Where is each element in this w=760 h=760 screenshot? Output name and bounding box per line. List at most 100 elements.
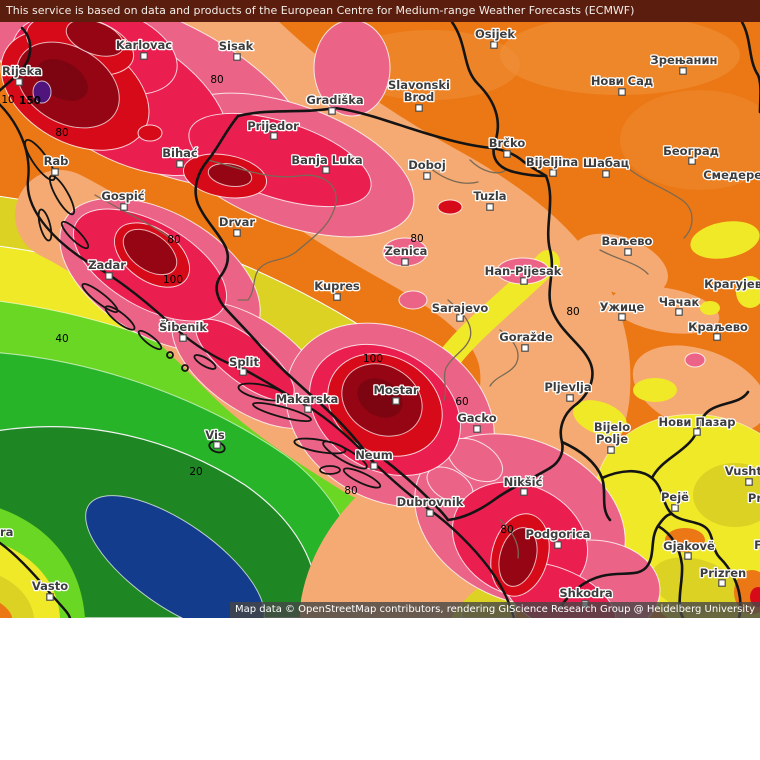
city-label: Zadar [88, 258, 126, 272]
city-marker [233, 229, 241, 237]
precipitation-map-canvas[interactable]: 80 80 10 150 80 100 40 100 80 80 60 20 80 80 Karlovac… [0, 0, 760, 618]
contour-label: 80 [55, 127, 68, 139]
city-label: Prijedor [247, 119, 299, 133]
precip-field [0, 0, 760, 618]
city-marker [520, 488, 528, 496]
city-marker [233, 53, 241, 61]
city-label: Београд [663, 144, 719, 158]
city-label: Banja Luka [291, 153, 362, 167]
city-marker [179, 334, 187, 342]
city-marker [15, 78, 23, 86]
city-label: Vasto [32, 579, 68, 593]
legend-panel: Total precipitation, Ens. average (mm) F… [0, 618, 760, 760]
city-label: Makarska [276, 392, 339, 406]
city-label: Polje [596, 432, 628, 446]
city-label: Gjakovë [663, 539, 715, 553]
city-label: Краљево [688, 320, 748, 334]
city-label: Prizren [700, 566, 746, 580]
city-marker [549, 169, 557, 177]
city-label: Шабац [583, 156, 630, 170]
city-marker [423, 172, 431, 180]
city-marker [566, 394, 574, 402]
city-marker [51, 168, 59, 176]
map-attribution: Map data © OpenStreetMap contributors, r… [230, 602, 760, 618]
city-marker [322, 166, 330, 174]
city-marker [486, 203, 494, 211]
city-label: Šibenik [159, 319, 207, 334]
city-marker [392, 397, 400, 405]
city-marker [140, 52, 148, 60]
contour-label: 40 [55, 333, 68, 345]
city-label: Brčko [489, 136, 526, 150]
contour-label: 80 [167, 234, 180, 246]
city-label: Goražde [499, 330, 553, 344]
city-label: Bijelo [594, 420, 630, 434]
city-marker [554, 541, 562, 549]
city-label: Ваљево [602, 234, 653, 248]
city-label: Kupres [314, 279, 360, 293]
city-label: Gradiška [306, 93, 363, 107]
city-label: Dubrovnik [397, 495, 464, 509]
city-marker [713, 333, 721, 341]
city-label: Нови Пазар [659, 415, 736, 429]
city-layer: Karlovac Sisak Rijeka Osijek Gradiška Slavons… [0, 26, 760, 608]
city-marker [328, 107, 336, 115]
contour-label: 80 [500, 524, 513, 536]
city-label: Pejë [661, 490, 689, 504]
contour-label: 100 [363, 353, 383, 365]
city-label: Karlovac [116, 38, 172, 52]
city-marker [602, 170, 610, 178]
city-label: Зрењанин [651, 53, 718, 67]
city-marker [618, 313, 626, 321]
city-marker [684, 552, 692, 560]
city-label: Pljevlja [544, 380, 591, 394]
city-marker [176, 160, 184, 168]
city-label: Tuzla [473, 189, 506, 203]
city-marker [745, 478, 753, 486]
city-marker [624, 248, 632, 256]
contour-label: 60 [455, 396, 468, 408]
contour-label: 80 [344, 485, 357, 497]
city-label: Rab [44, 154, 69, 168]
city-label: Чачак [659, 295, 700, 309]
city-label: F [754, 538, 760, 552]
contour-label: 80 [566, 306, 579, 318]
city-label: Shkodra [559, 586, 612, 600]
city-marker [503, 150, 511, 158]
city-label: Gacko [457, 411, 496, 425]
city-label: Vusht [725, 464, 760, 478]
city-marker [520, 277, 528, 285]
city-marker [415, 104, 423, 112]
contour-label: 100 [163, 274, 183, 286]
city-label: Han-Pijesak [485, 264, 562, 278]
city-label: Gospić [101, 189, 144, 203]
city-marker [120, 203, 128, 211]
city-marker [521, 344, 529, 352]
islands [24, 139, 382, 489]
city-marker [370, 462, 378, 470]
city-label: Sisak [219, 39, 254, 53]
city-label: Нови Сад [591, 74, 653, 88]
city-label: Mostar [373, 383, 418, 397]
contour-label: 10 [1, 94, 14, 106]
city-marker [46, 593, 54, 601]
city-label: Zenica [385, 244, 428, 258]
service-banner: This service is based on data and produc… [0, 0, 760, 22]
city-label: Rijeka [2, 64, 42, 78]
city-label: Drvar [219, 215, 255, 229]
city-label: Смедере [703, 168, 760, 182]
city-label: Split [229, 355, 259, 369]
weather-map[interactable]: 80 80 10 150 80 100 40 100 80 80 60 20 80 80 Karlovac… [0, 0, 760, 618]
city-label: Ужице [600, 300, 645, 314]
city-marker [607, 446, 615, 454]
city-marker [675, 308, 683, 316]
city-label: Osijek [475, 27, 515, 41]
city-marker [618, 88, 626, 96]
contour-label: 20 [189, 466, 202, 478]
city-marker [213, 441, 221, 449]
city-label: Pr [748, 491, 760, 505]
city-label: Bihać [162, 146, 198, 160]
contour-label: 150 [19, 95, 41, 107]
city-label: Крагујев [704, 277, 760, 291]
city-marker [671, 504, 679, 512]
